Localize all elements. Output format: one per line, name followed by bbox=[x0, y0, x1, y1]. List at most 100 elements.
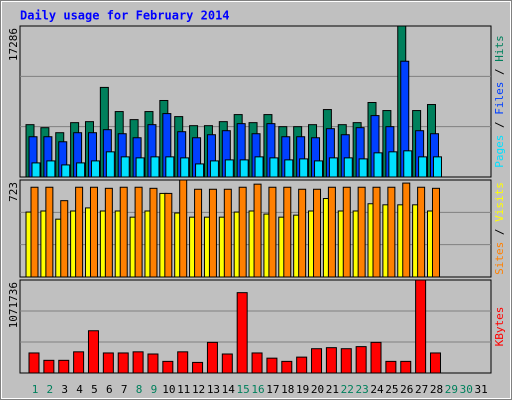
bar bbox=[43, 359, 55, 374]
y-tick-label: 17286 bbox=[7, 28, 20, 61]
bar bbox=[104, 187, 113, 278]
bar bbox=[299, 158, 309, 178]
y-tick-label: 723 bbox=[7, 182, 20, 202]
x-tick-label: 27 bbox=[415, 383, 428, 396]
bar bbox=[208, 188, 217, 278]
bar bbox=[120, 156, 130, 178]
bar bbox=[30, 186, 39, 278]
legend-separator: / bbox=[493, 222, 506, 242]
bar bbox=[254, 156, 264, 178]
x-tick-label: 15 bbox=[237, 383, 250, 396]
bar bbox=[102, 352, 114, 374]
bar bbox=[343, 157, 353, 178]
bar bbox=[46, 160, 56, 178]
bar bbox=[340, 348, 352, 374]
legend-entry: Visits bbox=[493, 182, 506, 222]
bar bbox=[179, 179, 188, 278]
x-tick-label: 29 bbox=[445, 383, 458, 396]
chart-title: Daily usage for February 2014 bbox=[20, 9, 230, 23]
legend-entry: Files bbox=[493, 82, 506, 115]
x-tick-label: 31 bbox=[474, 383, 487, 396]
bar bbox=[325, 347, 337, 374]
bar bbox=[355, 346, 367, 374]
x-tick-label: 19 bbox=[296, 383, 309, 396]
bar bbox=[164, 192, 173, 278]
bar bbox=[327, 186, 336, 278]
bar bbox=[283, 186, 292, 278]
legend: Sites / Visits bbox=[493, 182, 506, 275]
bar bbox=[268, 186, 277, 278]
bar bbox=[415, 279, 427, 374]
bar bbox=[328, 157, 338, 178]
bar bbox=[431, 187, 440, 278]
bar bbox=[73, 351, 85, 374]
x-tick-label: 26 bbox=[400, 383, 413, 396]
bar bbox=[385, 360, 397, 374]
bar bbox=[372, 186, 381, 278]
bar bbox=[269, 157, 279, 178]
bar bbox=[60, 200, 69, 278]
bar bbox=[224, 159, 234, 178]
bar bbox=[357, 186, 366, 278]
bar bbox=[313, 188, 322, 278]
bar bbox=[132, 351, 144, 374]
bar bbox=[89, 186, 98, 278]
x-tick-label: 23 bbox=[356, 383, 369, 396]
x-tick-label: 6 bbox=[106, 383, 113, 396]
bar bbox=[358, 158, 368, 178]
bar bbox=[209, 160, 219, 178]
bar bbox=[432, 156, 442, 178]
bar bbox=[195, 163, 205, 178]
x-tick-label: 12 bbox=[192, 383, 205, 396]
bar bbox=[28, 352, 40, 374]
x-tick-label: 13 bbox=[207, 383, 220, 396]
bar bbox=[31, 162, 41, 178]
bar bbox=[400, 360, 412, 374]
legend-separator: / bbox=[493, 115, 506, 135]
bar bbox=[117, 352, 129, 374]
bar bbox=[61, 164, 71, 178]
bar bbox=[105, 151, 115, 178]
bar bbox=[45, 186, 54, 278]
x-tick-label: 3 bbox=[61, 383, 68, 396]
bar bbox=[298, 188, 307, 278]
x-tick-label: 10 bbox=[162, 383, 175, 396]
bar bbox=[194, 188, 203, 278]
bar bbox=[296, 356, 308, 374]
legend-entry: KBytes bbox=[493, 307, 506, 347]
bar bbox=[342, 186, 351, 278]
bar bbox=[150, 156, 160, 178]
bar bbox=[238, 186, 247, 278]
bar bbox=[76, 162, 86, 178]
bar bbox=[370, 341, 382, 374]
x-tick-label: 16 bbox=[251, 383, 264, 396]
y-tick-label: 1071736 bbox=[7, 282, 20, 328]
x-tick-label: 24 bbox=[370, 383, 384, 396]
bar bbox=[388, 151, 398, 178]
bar bbox=[418, 156, 428, 178]
bar bbox=[134, 186, 143, 278]
bar bbox=[223, 188, 232, 278]
x-tick-label: 17 bbox=[266, 383, 279, 396]
bar bbox=[180, 157, 190, 178]
legend-entry: Sites bbox=[493, 242, 506, 275]
bar bbox=[90, 160, 100, 178]
bar bbox=[266, 357, 278, 374]
bar bbox=[403, 150, 413, 178]
bar bbox=[373, 152, 383, 178]
x-tick-label: 28 bbox=[430, 383, 443, 396]
bar bbox=[239, 159, 249, 178]
legend-entry: Pages bbox=[493, 135, 506, 168]
x-tick-label: 8 bbox=[136, 383, 143, 396]
x-tick-label: 21 bbox=[326, 383, 339, 396]
x-tick-label: 14 bbox=[222, 383, 236, 396]
bar bbox=[387, 186, 396, 278]
bar bbox=[58, 359, 70, 374]
legend: Pages / Files / Hits bbox=[493, 35, 506, 168]
bar bbox=[402, 182, 411, 278]
x-tick-label: 20 bbox=[311, 383, 324, 396]
legend: KBytes bbox=[493, 307, 506, 347]
bar bbox=[162, 360, 174, 374]
bar bbox=[87, 330, 99, 374]
